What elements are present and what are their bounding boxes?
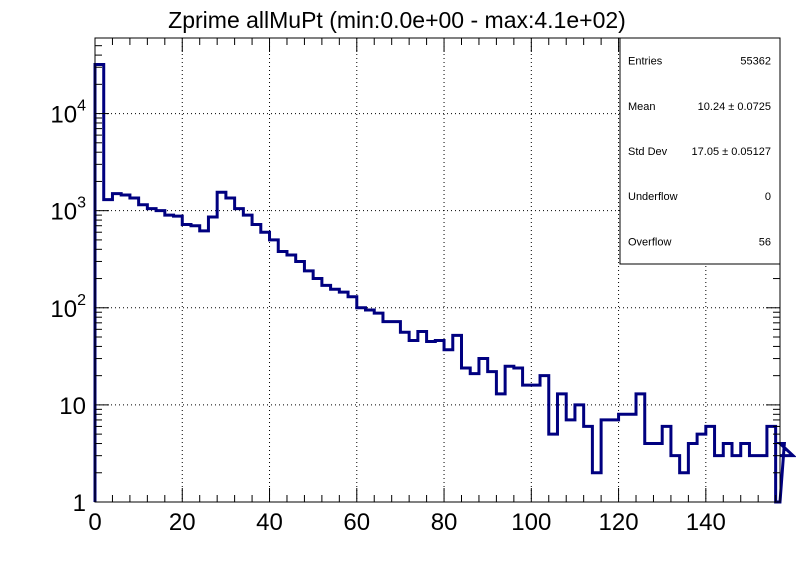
stats-value: 56 [759,236,771,248]
plot-frame [94,37,781,503]
x-tick-label: 100 [511,509,551,536]
stats-box-frame [619,37,781,265]
x-tick-label: 80 [431,509,458,536]
x-tick-label: 20 [169,509,196,536]
y-tick-label: 103 [50,195,86,226]
y-tick-label: 10 [59,393,86,420]
stats-label: Std Dev [628,146,668,158]
stats-label: Mean [628,101,656,113]
stats-label: Underflow [628,191,678,203]
y-tick-label: 104 [50,98,86,129]
stats-label: Overflow [628,236,671,248]
stats-value: 55362 [740,56,771,68]
stats-rows: Entries 55362 Mean 10.24 ± 0.0725 Std Dev 17.… [628,56,771,249]
stats-value: 10.24 ± 0.0725 [698,101,771,113]
x-tick-label: 40 [256,509,283,536]
stats-value: 0 [765,191,771,203]
chart-title: Zprime allMuPt (min:0.0e+00 - max:4.1e+0… [168,7,626,33]
histogram-line [93,63,796,504]
x-tick-labels: 0 20 40 60 80 100 120 140 [88,509,726,536]
histogram-series [93,63,796,504]
x-tick-label: 120 [599,509,639,536]
stats-label: Entries [628,56,663,68]
x-tick-label: 140 [686,509,726,536]
grid-lines [95,38,780,502]
stats-box: Entries 55362 Mean 10.24 ± 0.0725 Std Dev 17.… [619,37,781,265]
x-tick-label: 0 [88,509,101,536]
y-tick-label: 1 [73,490,86,517]
y-tick-label: 102 [50,292,86,323]
y-tick-labels: 1 10 102 103 104 [50,98,86,517]
stats-value: 17.05 ± 0.05127 [692,146,771,158]
x-tick-label: 60 [343,509,370,536]
